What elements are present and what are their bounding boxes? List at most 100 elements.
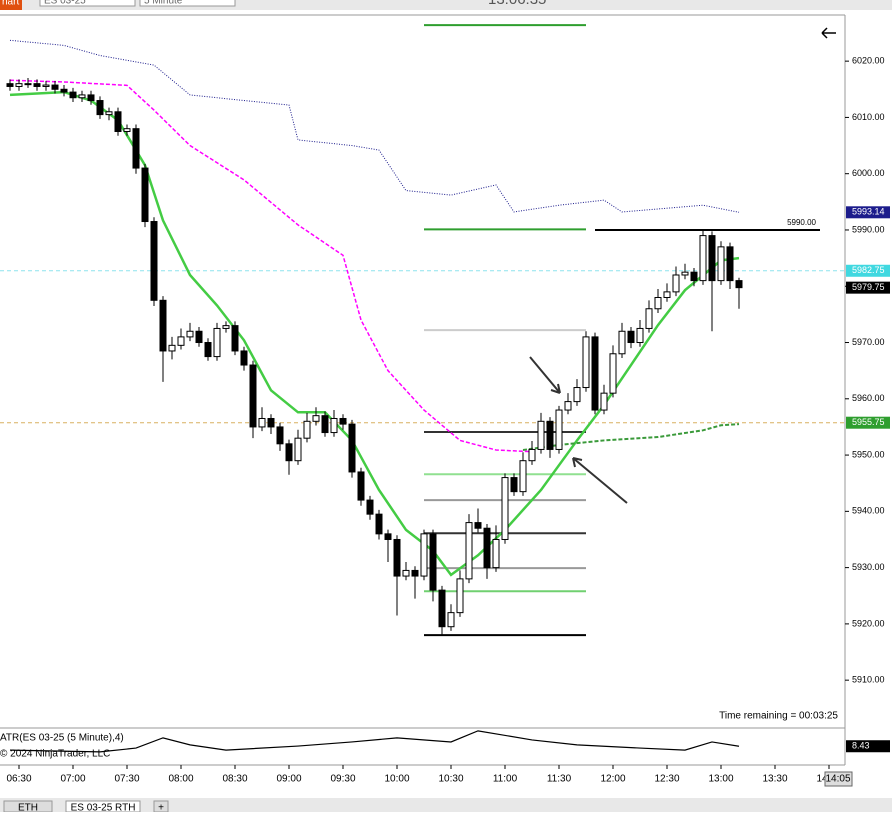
candle-body [51,84,59,90]
candle-body [618,330,626,355]
candle-body [474,522,482,529]
candle-body [627,330,635,344]
tab-label: ETH [18,803,38,812]
candle-body [483,527,491,569]
candle-body [708,235,716,282]
x-tick-label: 09:30 [330,774,355,785]
candle-body [456,578,464,614]
indicator-title: ATR(ES 03-25 (5 Minute),4) [0,733,124,744]
indicator-line [9,90,740,577]
time-remaining: Time remaining = 00:03:25 [719,711,838,722]
candle-body [402,569,410,577]
x-tick-label: 09:00 [276,774,301,785]
candle-body [150,221,158,301]
x-tick-label: 06:30 [6,774,31,785]
candle-body [330,417,338,434]
x-tick-label: 13:00 [708,774,733,785]
candle-body [546,420,554,450]
candle-body [123,128,131,132]
candle-body [105,111,113,116]
candle-body [321,415,329,434]
x-tick-label: 11:00 [493,774,518,785]
back-arrow[interactable] [821,27,836,39]
y-tick-label: 6010.00 [852,112,885,122]
candle-body [609,353,617,394]
candle-body [195,330,203,344]
candle-body [177,336,185,346]
candle-body [537,420,545,450]
atr-marker-label: 8.43 [852,741,870,751]
candle-body [357,471,365,501]
candle-body [447,612,455,628]
candle-body [141,167,149,223]
candle-body [168,344,176,352]
candle-body [132,128,140,169]
price-marker-label: 5982.75 [852,265,885,275]
candle-body [87,94,95,102]
candle-body [231,325,239,352]
y-tick-label: 5910.00 [852,675,885,685]
instrument: ES 03-25 [44,0,86,7]
candle-body [528,448,536,462]
candle-body [285,443,293,462]
candle-body [564,401,572,411]
x-tick-label: 07:30 [114,774,139,785]
candle-body [348,423,356,473]
app-label: hart [2,0,19,8]
candle-body [267,417,275,428]
candle-body [672,274,680,293]
candle-body [33,83,41,87]
indicator-line [9,39,740,213]
candle-body [600,392,608,411]
price-marker-label: 5955.75 [852,417,885,427]
indicator-line [522,423,740,451]
candle-body [222,325,230,329]
candle-body [24,83,32,86]
x-tick-label: 11:30 [547,774,572,785]
toolbar [0,0,892,10]
candle-body [186,330,194,338]
tab-label: + [158,803,164,812]
candle-body [690,271,698,282]
candle-body [411,569,419,577]
atr-marker [846,740,890,753]
candle-body [384,533,392,540]
candle-body [393,538,401,577]
price-marker [846,281,890,294]
level-label: 5990.00 [787,218,816,227]
candle-body [276,426,284,445]
price-marker-label: 5993.14 [852,207,885,217]
price-marker-label: 5979.75 [852,282,885,292]
candle-body [213,327,221,358]
candle-body [591,336,599,411]
candle-body [240,350,248,366]
x-tick-label: 13:30 [762,774,787,785]
y-tick-label: 5920.00 [852,618,885,628]
x-tick-label: 12:30 [654,774,679,785]
x-tick-label: 08:00 [168,774,193,785]
x-tick-label: 10:00 [384,774,409,785]
candle-body [645,308,653,329]
clock: 13:06:35 [488,0,546,8]
interval-box[interactable] [139,0,236,7]
candle-body [366,499,374,515]
app-button[interactable] [0,0,22,10]
candle-body [159,299,167,352]
candle-body [96,100,104,116]
candle-body [69,91,77,99]
candle-body [699,235,707,282]
price-marker [846,264,890,277]
interval: 5 Minute [144,0,183,7]
candle-body [339,417,347,425]
candle-body [429,533,437,591]
y-tick-label: 5950.00 [852,449,885,459]
x-tick-label: 10:30 [438,774,463,785]
candle-body [42,84,50,87]
annotation-arrow [572,457,628,504]
instrument-box[interactable] [39,0,136,7]
current-time-label: 14:05 [825,774,850,785]
candle-body [636,327,644,344]
candle-body [204,342,212,358]
